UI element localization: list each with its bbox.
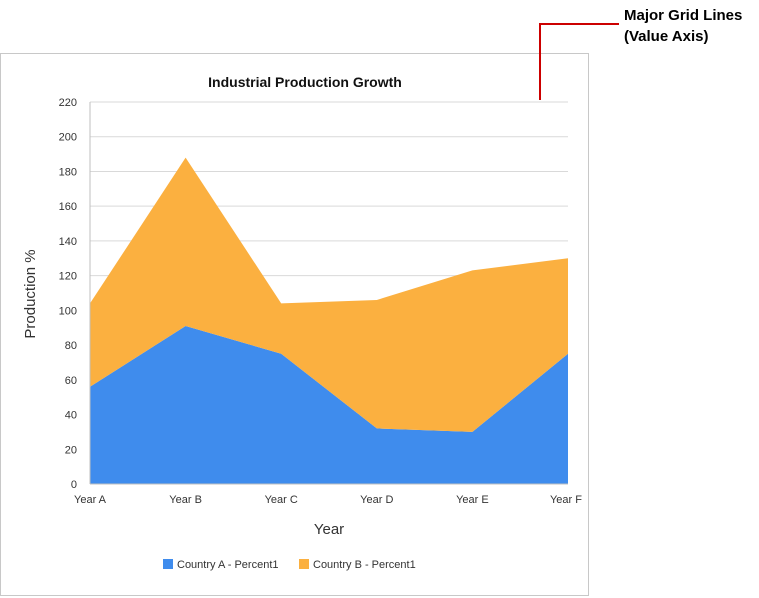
y-axis-title: Production % [22, 249, 39, 338]
axes [89, 102, 568, 485]
legend-swatch [299, 559, 309, 569]
x-tick-label: Year F [550, 494, 582, 506]
x-axis-title: Year [314, 521, 344, 538]
x-tick-label: Year E [456, 494, 489, 506]
y-axis-tick-labels: 0 20 40 60 80 100 120 140 160 180 200 220 [59, 97, 77, 491]
y-tick-label: 60 [65, 375, 77, 387]
y-tick-label: 0 [71, 479, 77, 491]
y-tick-label: 220 [59, 97, 77, 109]
callout-label: Major Grid Lines (Value Axis) [624, 7, 743, 45]
y-tick-label: 160 [59, 201, 77, 213]
y-tick-label: 40 [65, 410, 77, 422]
series-area-2 [90, 157, 568, 432]
x-tick-label: Year C [265, 494, 298, 506]
x-tick-label: Year B [169, 494, 202, 506]
legend: Country A - Percent1 Country B - Percent1 [163, 559, 416, 571]
x-tick-label: Year A [74, 494, 107, 506]
series-area-1 [90, 325, 568, 484]
legend-label: Country A - Percent1 [177, 559, 279, 571]
legend-label: Country B - Percent1 [313, 559, 416, 571]
series-areas [90, 157, 568, 484]
y-tick-label: 100 [59, 305, 77, 317]
y-tick-label: 120 [59, 271, 77, 283]
y-tick-label: 180 [59, 166, 77, 178]
y-tick-label: 20 [65, 444, 77, 456]
chart-title: Industrial Production Growth [208, 74, 402, 90]
legend-swatch [163, 559, 173, 569]
x-axis-tick-labels: Year A Year B Year C Year D Year E Year F [74, 494, 582, 506]
y-tick-label: 80 [65, 340, 77, 352]
y-tick-label: 140 [59, 236, 77, 248]
y-tick-label: 200 [59, 132, 77, 144]
x-tick-label: Year D [360, 494, 393, 506]
callout-leader-line [539, 23, 619, 100]
